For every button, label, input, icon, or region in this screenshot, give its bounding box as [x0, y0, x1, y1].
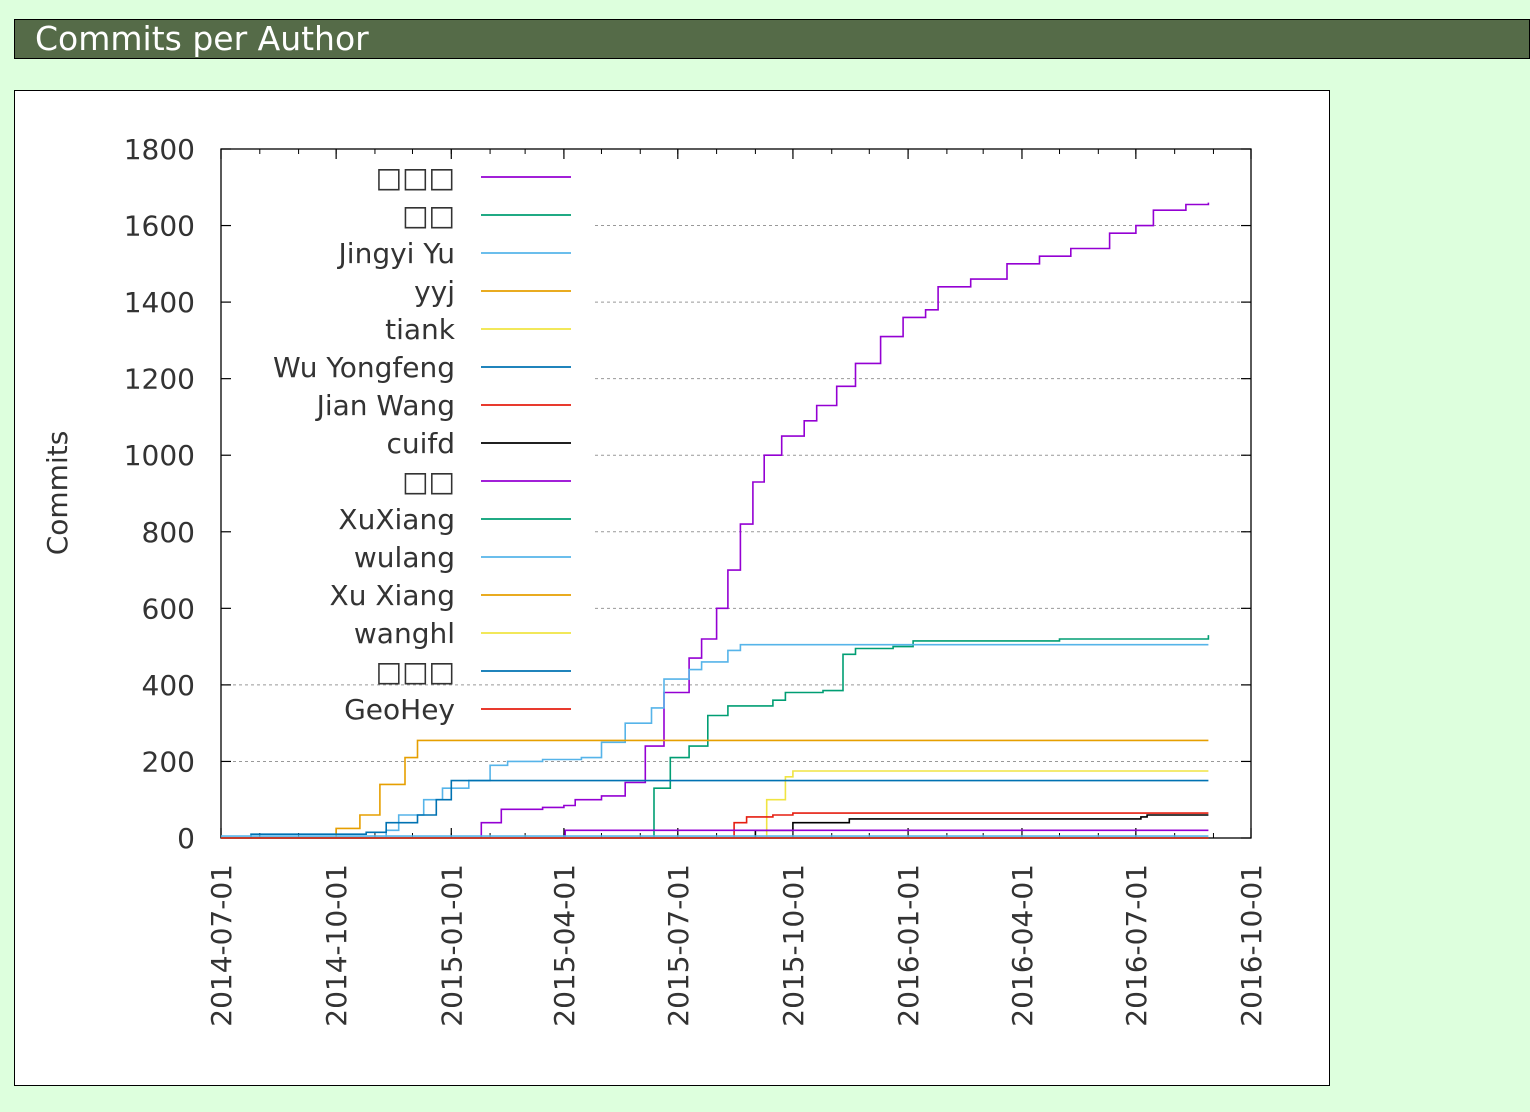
y-tick-label: 1200 — [124, 363, 195, 396]
y-tick-label: 1400 — [124, 286, 195, 319]
series-line-5 — [232, 779, 1209, 839]
legend-label: Wu Yongfeng — [273, 351, 455, 384]
series-line-7 — [740, 814, 1209, 839]
legend-label: wanghl — [354, 617, 455, 650]
series-line-3 — [322, 739, 1209, 839]
legend-label: cuifd — [386, 427, 455, 460]
legend-label: □□□ — [376, 655, 455, 688]
x-tick-label: 2014-10-01 — [320, 864, 353, 1027]
chart-frame: 0 200 400 600 800 1000 1200 1400 1600 1800 2014-07… — [14, 90, 1330, 1086]
x-tick-label: 2016-01-01 — [892, 864, 925, 1027]
legend-label: Jingyi Yu — [337, 237, 455, 270]
y-tick-label: 200 — [142, 745, 195, 778]
x-tick-label: 2014-07-01 — [205, 864, 238, 1027]
y-tick-label: 400 — [142, 669, 195, 702]
page-title: Commits per Author — [14, 19, 1530, 59]
y-tick-label: 1800 — [124, 133, 195, 166]
y-tick-label: 1000 — [124, 439, 195, 472]
y-tick-label: 1600 — [124, 210, 195, 243]
y-tick-label: 800 — [142, 516, 195, 549]
legend-label: GeoHey — [344, 693, 455, 726]
series-line-8 — [563, 829, 1209, 837]
legend-label: XuXiang — [338, 503, 455, 536]
commits-per-author-chart: 0 200 400 600 800 1000 1200 1400 1600 1800 2014-07… — [41, 133, 1268, 1027]
y-tick-label: 600 — [142, 592, 195, 625]
series-line-4 — [740, 770, 1209, 839]
legend-label: tiank — [385, 313, 456, 346]
x-tick-label: 2015-01-01 — [435, 864, 468, 1027]
legend-label: □□ — [402, 465, 455, 498]
legend-label: yyj — [414, 275, 455, 308]
legend-label: □□□ — [376, 161, 455, 194]
legend-label: wulang — [354, 541, 455, 574]
y-axis-label: Commits — [41, 431, 74, 556]
series-line-0 — [465, 202, 1210, 839]
x-tick-label: 2015-04-01 — [548, 864, 581, 1027]
x-tick-label: 2016-07-01 — [1120, 864, 1153, 1027]
series-line-1 — [647, 635, 1210, 839]
legend-label: Jian Wang — [315, 389, 455, 422]
x-tick-label: 2015-07-01 — [662, 864, 695, 1027]
x-tick-label: 2016-10-01 — [1235, 864, 1268, 1027]
x-tick-label: 2015-10-01 — [777, 864, 810, 1027]
legend-label: □□ — [402, 199, 455, 232]
y-tick-label: 0 — [177, 822, 195, 855]
axis-ticks: 0 200 400 600 800 1000 1200 1400 1600 1800 2014-07… — [124, 133, 1268, 1027]
x-tick-label: 2016-04-01 — [1006, 864, 1039, 1027]
series-line-2 — [277, 643, 1209, 839]
series-lines — [221, 202, 1210, 839]
legend-label: Xu Xiang — [330, 579, 455, 612]
